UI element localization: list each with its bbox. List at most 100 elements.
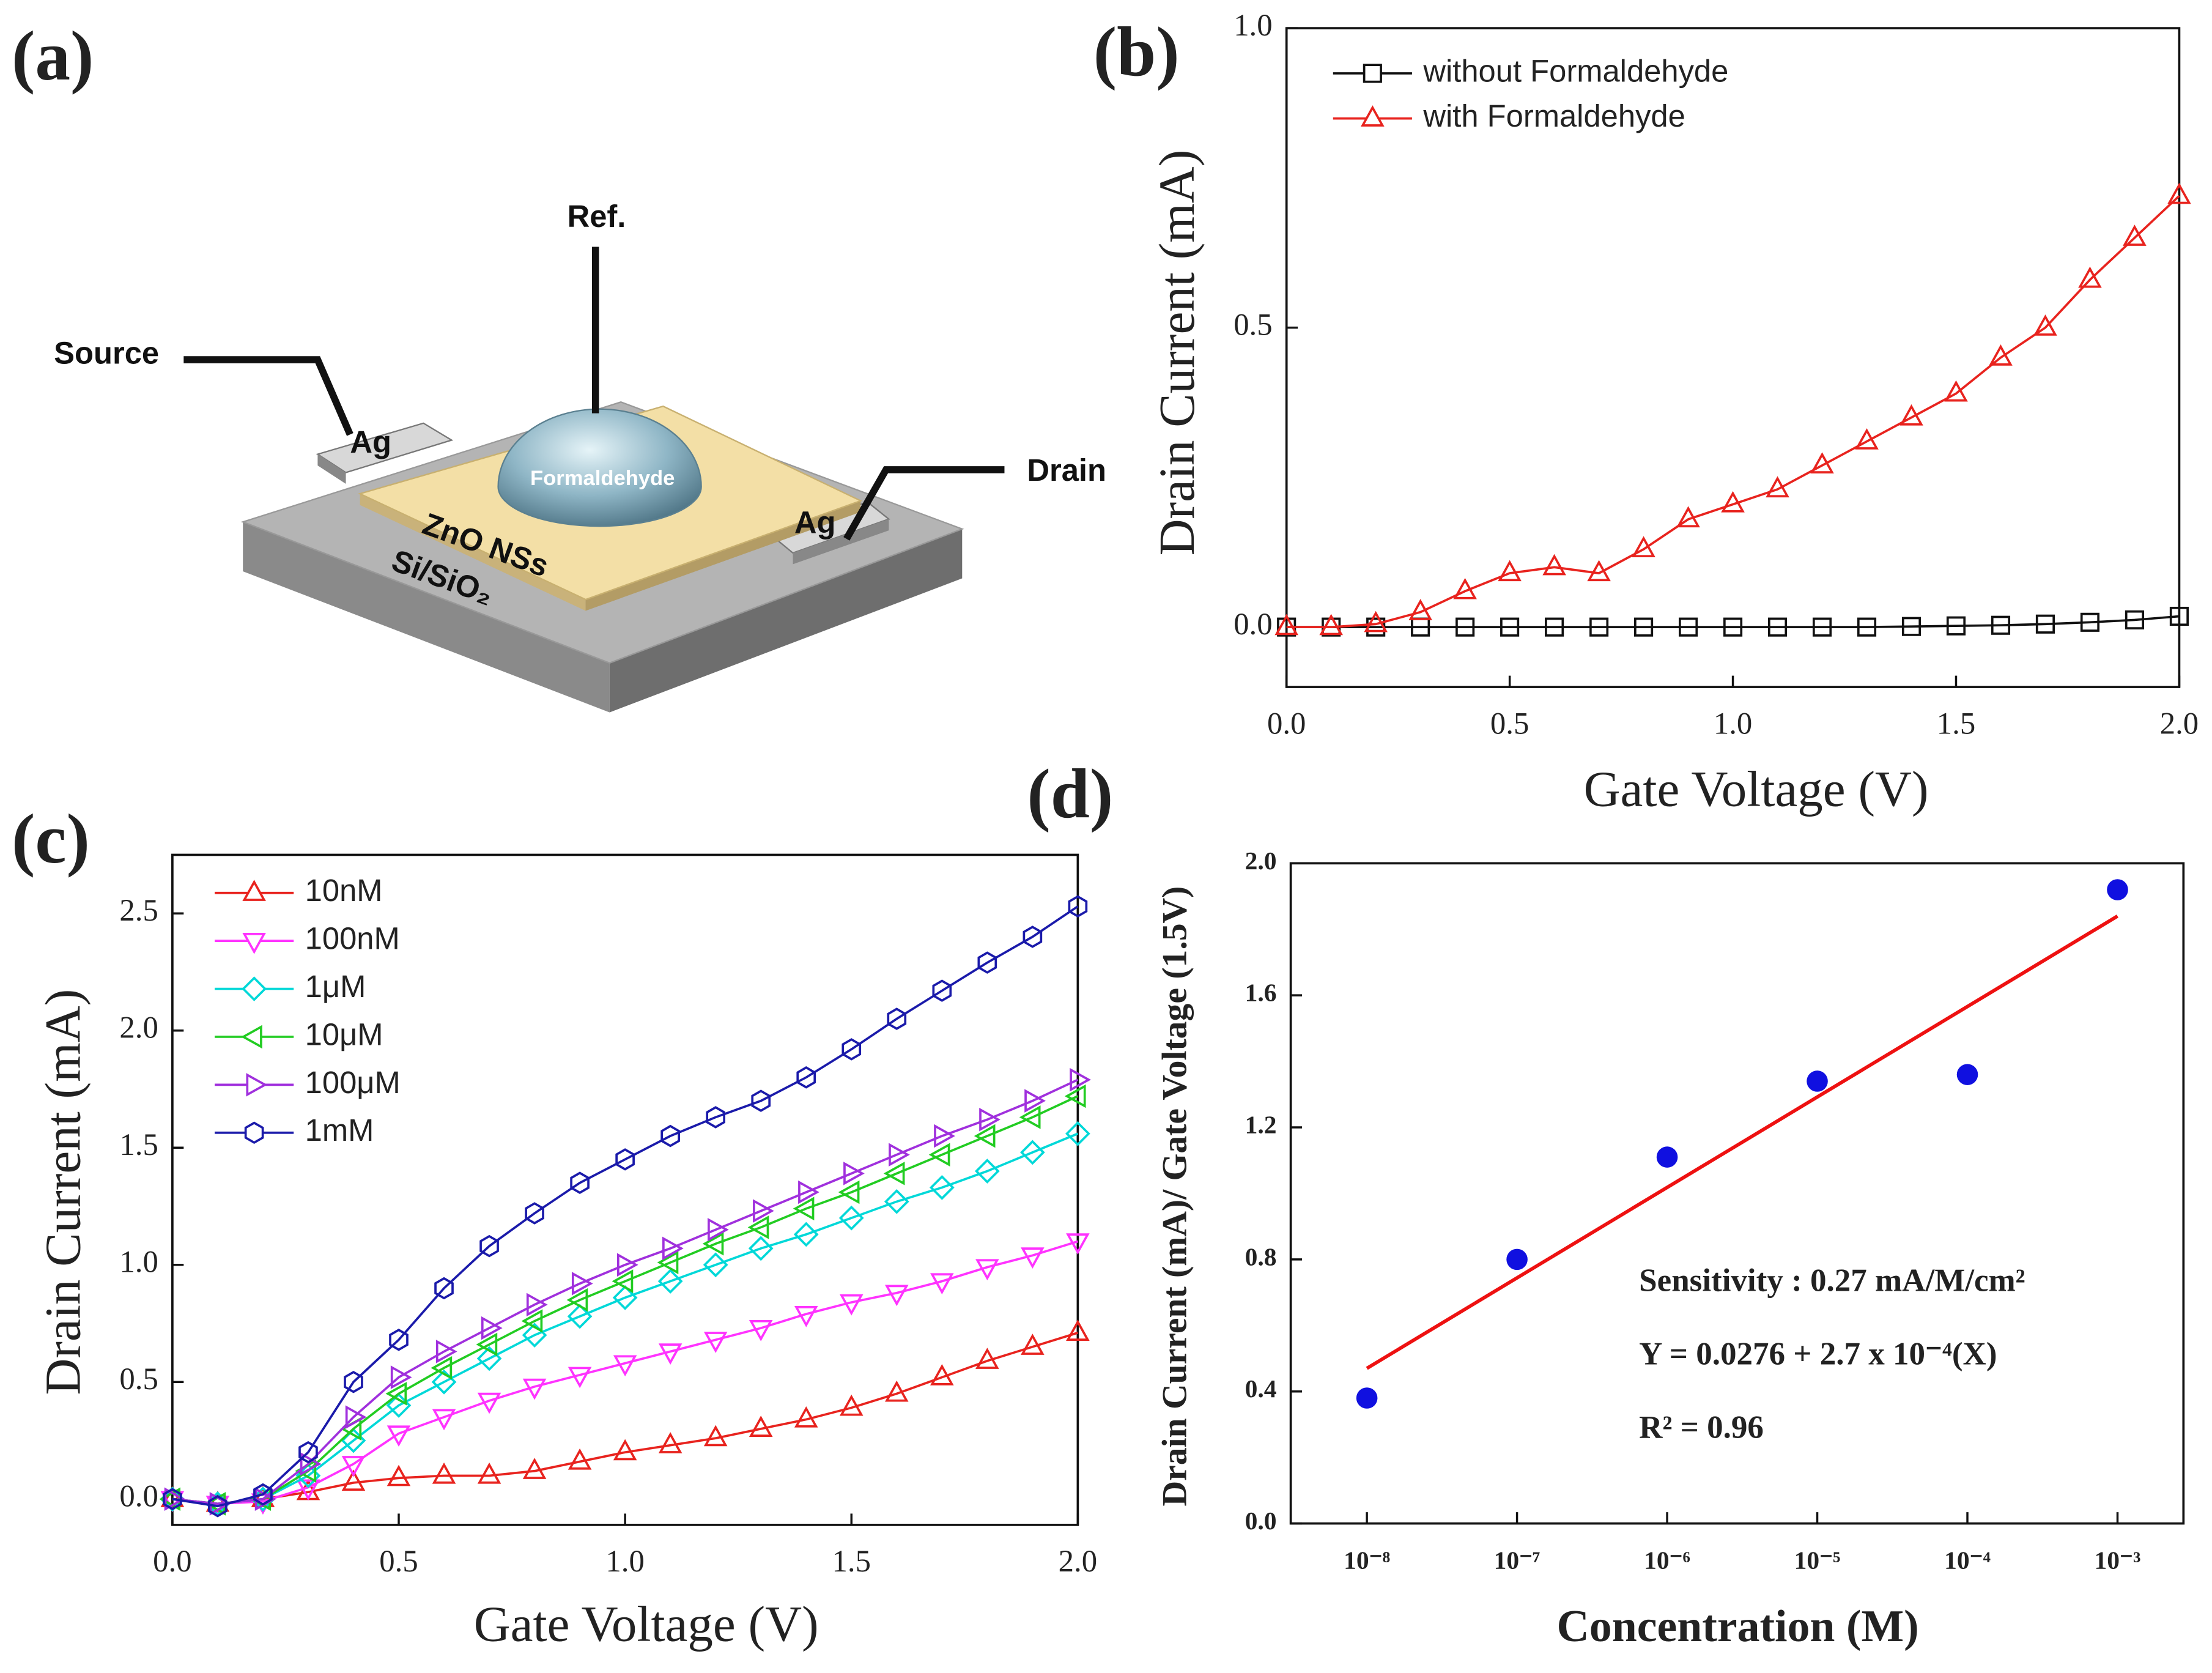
marker <box>1767 617 1788 637</box>
series-line <box>172 905 1079 1508</box>
marker <box>296 1479 320 1501</box>
marker <box>163 1488 182 1511</box>
electrode <box>316 422 454 473</box>
marker <box>526 1293 548 1317</box>
x-tick-label: 10⁻⁶ <box>1644 1546 1690 1575</box>
marker <box>794 1306 818 1327</box>
marker <box>977 951 997 974</box>
marker <box>1810 452 1834 473</box>
marker <box>1723 617 1743 637</box>
marker <box>435 1340 457 1363</box>
y-tick-label: 0.8 <box>1245 1242 1277 1271</box>
y-tick-label: 2.0 <box>119 1010 158 1044</box>
marker <box>793 1196 815 1221</box>
marker <box>657 1250 679 1275</box>
marker <box>1721 491 1745 513</box>
marker <box>1944 380 1968 402</box>
x-tick-label: 10⁻⁸ <box>1344 1546 1390 1575</box>
marker <box>887 1007 907 1030</box>
marker <box>1500 617 1520 637</box>
marker <box>1542 554 1566 576</box>
marker <box>164 1487 186 1512</box>
marker <box>838 1180 860 1204</box>
y-axis-label: Drain Current (mA) <box>1149 150 1205 556</box>
marker <box>253 1483 273 1506</box>
x-tick-label: 10⁻³ <box>2095 1546 2141 1575</box>
x-tick-label: 1.5 <box>1937 706 1975 740</box>
panel-label: (b) <box>1093 12 1180 91</box>
series-line <box>1286 615 2180 628</box>
marker <box>566 1288 588 1312</box>
marker <box>1065 1121 1090 1146</box>
marker <box>1453 577 1477 599</box>
marker <box>1361 105 1385 127</box>
marker <box>794 1406 818 1428</box>
marker <box>434 1277 454 1300</box>
marker <box>341 1456 366 1477</box>
annotation: Sensitivity : 0.27 mA/M/cm² <box>1639 1263 2025 1299</box>
marker <box>570 1171 590 1194</box>
marker <box>660 1124 680 1148</box>
marker <box>1589 617 1609 637</box>
marker <box>928 1143 950 1167</box>
point <box>1807 1070 1828 1092</box>
marker <box>1021 1247 1045 1269</box>
x-tick-label: 1.0 <box>1714 706 1752 740</box>
fit-line <box>1366 914 2118 1370</box>
y-tick-label: 1.0 <box>119 1244 158 1278</box>
diagram-label: Ref. <box>568 199 626 234</box>
marker <box>522 1378 547 1400</box>
marker <box>244 1121 264 1144</box>
marker <box>885 1380 909 1402</box>
marker <box>477 1392 501 1414</box>
marker <box>934 1124 955 1148</box>
marker <box>708 1218 729 1242</box>
marker <box>479 1234 499 1258</box>
legend-label: without Formaldehyde <box>1422 53 1728 88</box>
point <box>1656 1146 1678 1168</box>
marker <box>612 1285 638 1310</box>
marker <box>2080 612 2100 632</box>
series-line <box>172 1240 1078 1505</box>
electrode <box>317 454 346 484</box>
marker <box>568 1367 592 1389</box>
marker <box>1676 506 1700 528</box>
marker <box>1364 610 1388 632</box>
marker <box>390 1365 412 1389</box>
marker <box>1068 895 1088 918</box>
marker <box>345 1405 367 1429</box>
y-tick-label: 1.5 <box>119 1127 158 1162</box>
marker <box>1991 615 2011 635</box>
marker <box>241 1025 262 1049</box>
marker <box>702 1231 724 1256</box>
marker <box>476 1332 498 1357</box>
marker <box>657 1269 683 1294</box>
marker <box>1319 614 1343 636</box>
series-line <box>172 1132 1079 1505</box>
marker <box>838 1205 864 1231</box>
zno-side <box>585 500 861 611</box>
marker <box>747 1215 769 1239</box>
marker <box>1855 428 1879 450</box>
marker <box>1019 1105 1041 1129</box>
diagram-label: Drain <box>1027 453 1106 488</box>
marker <box>567 1304 593 1329</box>
marker <box>385 1382 407 1406</box>
marker <box>842 1038 862 1061</box>
plot-frame <box>1285 27 2181 688</box>
marker <box>208 1494 227 1518</box>
marker <box>975 1348 999 1369</box>
x-tick-label: 10⁻⁴ <box>1944 1546 1991 1575</box>
marker <box>662 1236 684 1261</box>
x-axis-label: Gate Voltage (V) <box>1584 760 1929 817</box>
x-tick-label: 2.0 <box>2160 706 2199 740</box>
x-axis-label: Gate Voltage (V) <box>474 1596 819 1652</box>
marker <box>616 1253 638 1277</box>
marker <box>1363 64 1382 83</box>
x-tick-label: 0.0 <box>153 1544 191 1578</box>
marker <box>930 1273 954 1295</box>
marker <box>796 1066 816 1089</box>
marker <box>389 1329 409 1351</box>
y-tick-label: 0.0 <box>1234 607 1272 641</box>
marker <box>885 1285 909 1307</box>
